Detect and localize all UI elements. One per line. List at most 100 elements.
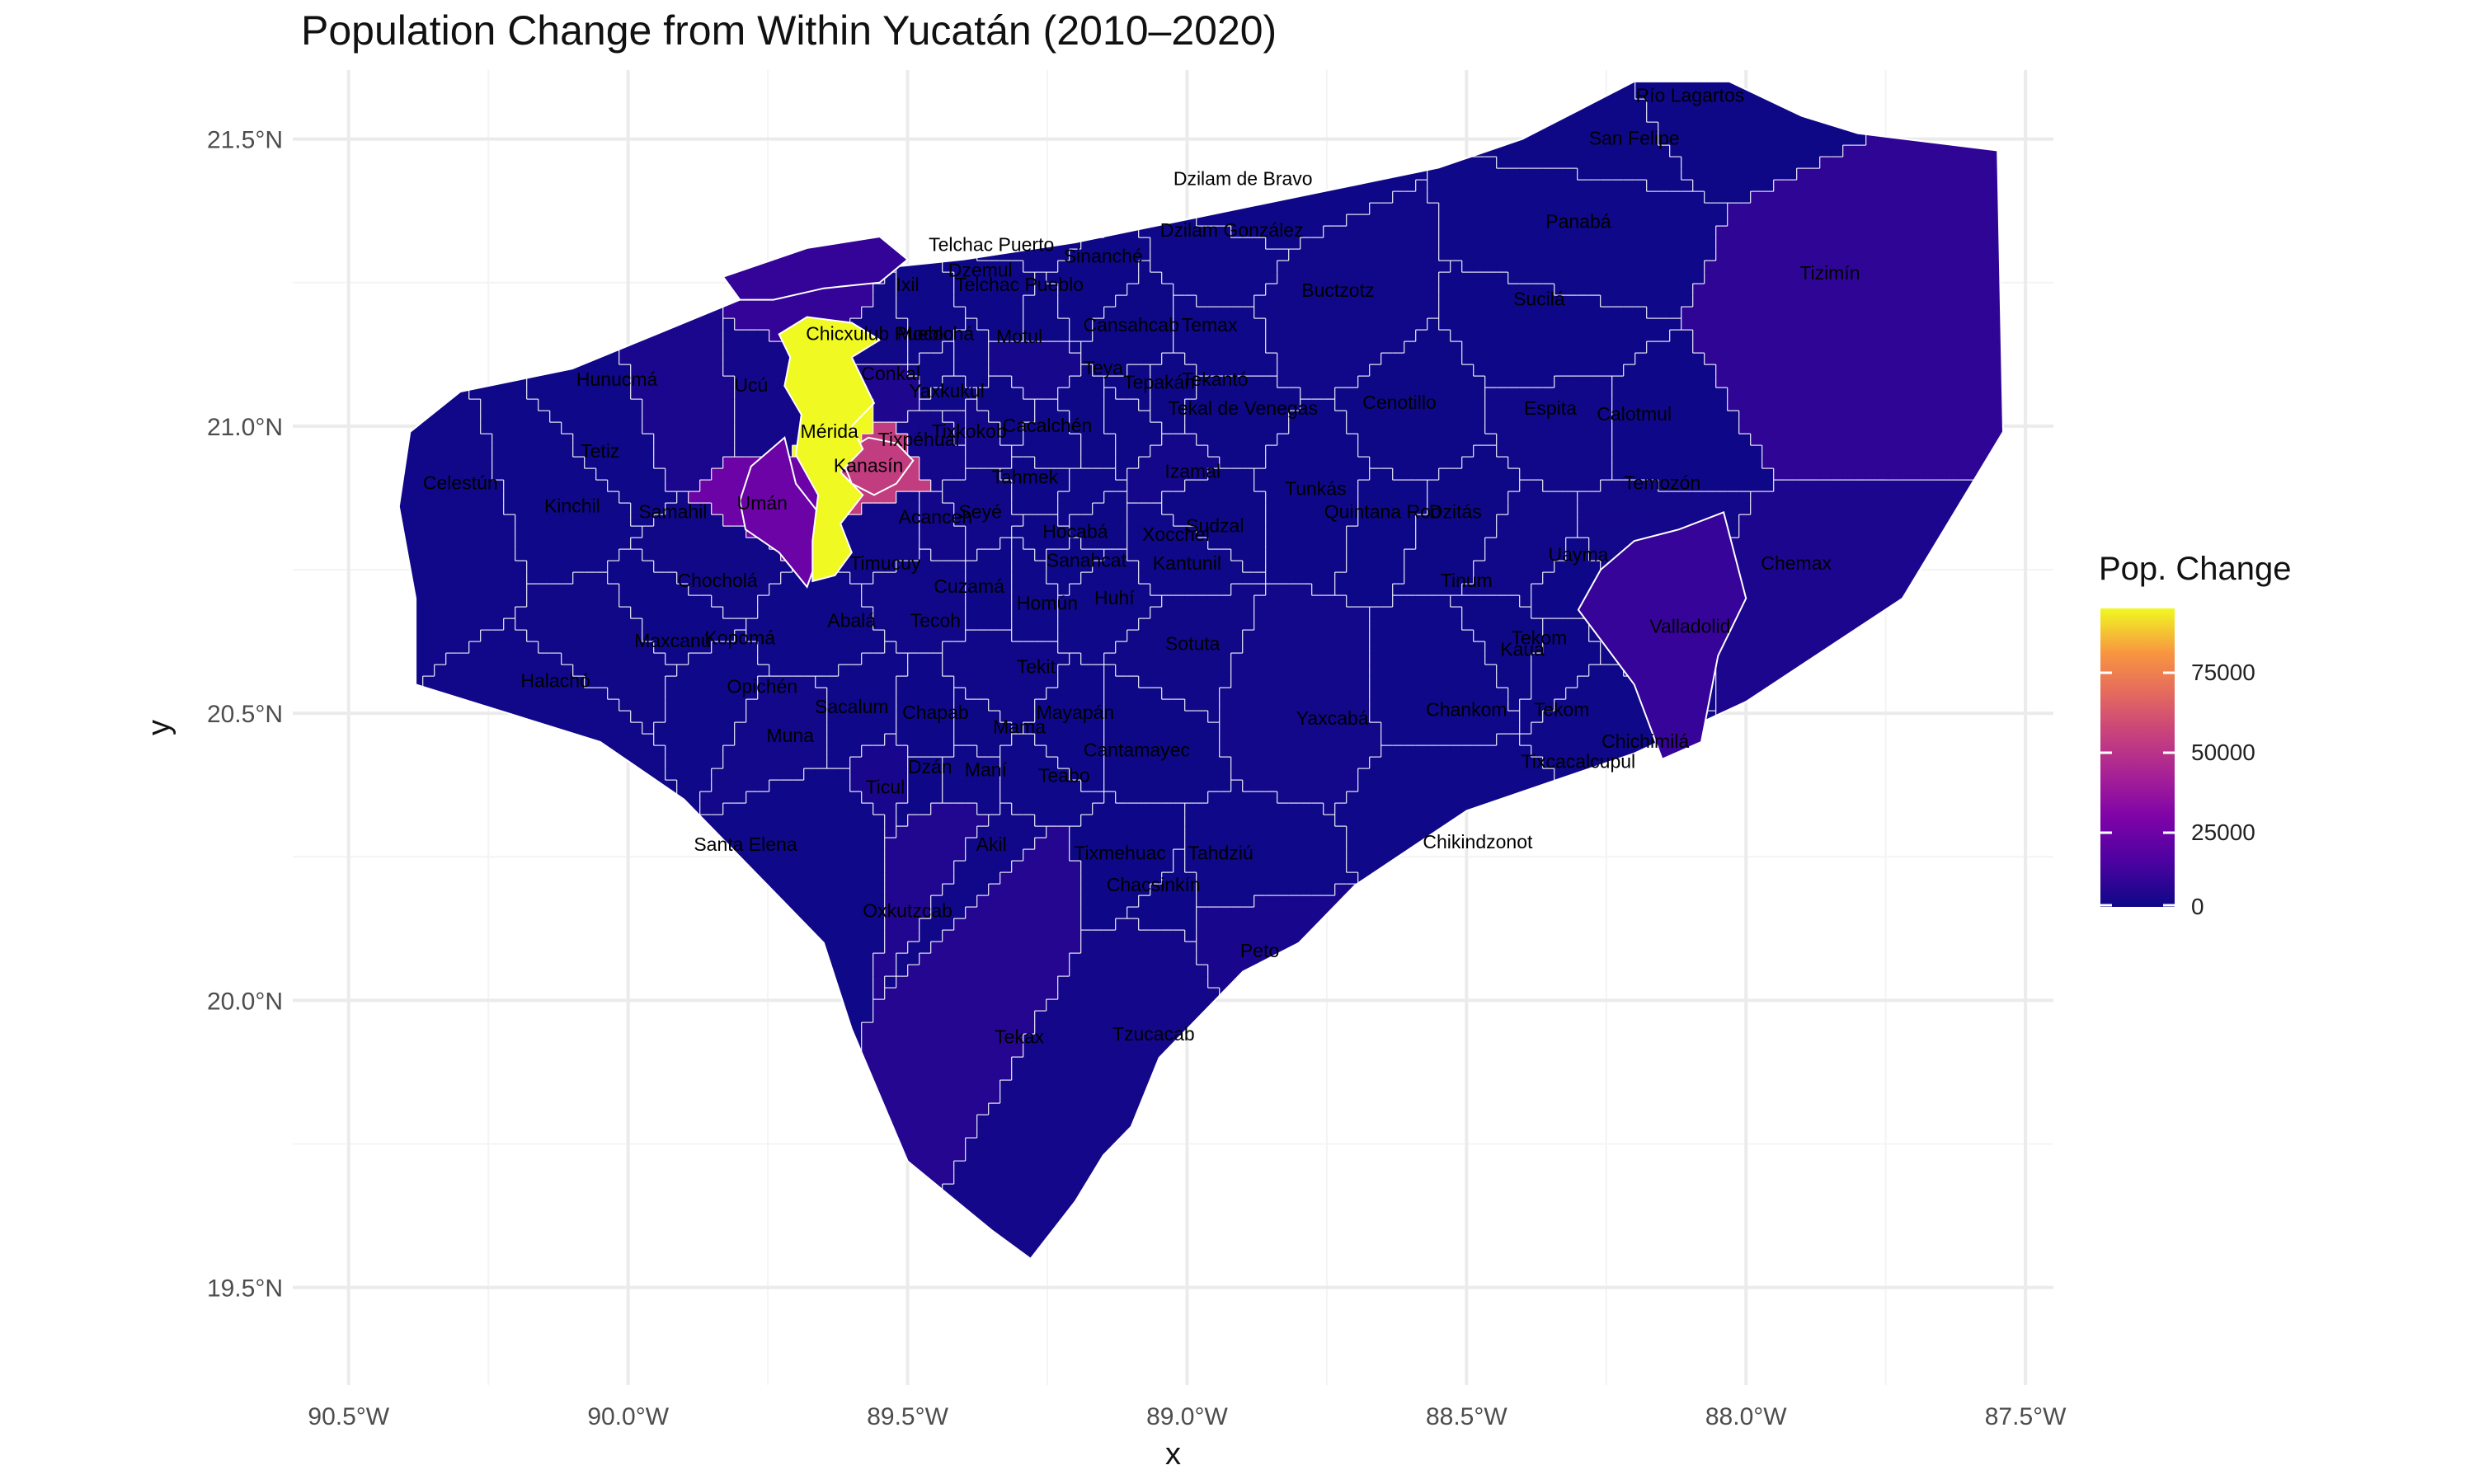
municipality-cell [503,295,516,308]
municipality-cell [1161,261,1174,273]
municipality-cell [492,168,505,181]
municipality-cell [1900,226,1913,238]
municipality-cell [780,203,793,215]
municipality-cell [1497,53,1509,65]
municipality-cell [1958,284,1971,296]
municipality-cell [1323,87,1336,100]
municipality-cell [1578,53,1590,65]
municipality-cell [1888,81,1902,88]
municipality-cell [492,330,505,342]
municipality-cell [1543,64,1555,77]
municipality-cell [688,110,701,123]
municipality-cell [1773,226,1786,238]
municipality-cell [1727,249,1740,261]
municipality-cell [1138,237,1151,250]
municipality-cell [861,364,874,377]
municipality-cell [1207,422,1221,434]
municipality-cell [1450,99,1463,111]
municipality-cell [1692,168,1705,181]
municipality-cell [872,87,886,100]
municipality-cell [607,422,620,434]
municipality-cell [1219,434,1232,446]
municipality-cell [1357,191,1371,204]
municipality-cell [745,145,759,157]
municipality-cell [1808,203,1821,215]
municipality-cell [1715,87,1729,100]
municipality-cell [942,261,955,273]
municipality-cell [711,226,724,238]
municipality-cell [1854,307,1867,319]
municipality-cell [1069,295,1082,308]
municipality-cell [1300,318,1313,331]
municipality-cell [1450,353,1463,365]
municipality-cell [1796,284,1809,296]
municipality-cell [468,295,482,308]
municipality-cell [1658,81,1671,88]
municipality-cell [942,318,955,331]
municipality-cell [1842,295,1856,308]
municipality-cell [1681,110,1694,123]
municipality-cell [1473,99,1486,111]
municipality-cell [1484,434,1498,446]
municipality-cell [1958,122,1971,134]
municipality-cell [515,203,528,215]
municipality-cell [1334,157,1348,169]
municipality-cell [515,53,528,65]
municipality-cell [1877,191,1890,204]
municipality-cell [561,203,574,215]
municipality-cell [1738,191,1752,204]
municipality-cell [665,411,678,423]
municipality-cell [1554,422,1567,434]
municipality-cell [699,249,713,261]
municipality-cell [884,157,897,169]
municipality-cell [1531,364,1544,377]
municipality-cell [1150,81,1163,88]
municipality-cell [1958,191,1971,204]
municipality-cell [1438,341,1451,354]
municipality-cell [595,399,609,411]
municipality-cell [1300,145,1313,157]
municipality-cell [1116,64,1128,77]
municipality-cell [757,376,770,388]
municipality-cell [1507,284,1521,296]
municipality-cell [1243,64,1255,77]
municipality-cell [1034,180,1047,192]
municipality-cell [1161,145,1174,157]
municipality-cell [1785,341,1798,354]
municipality-cell [792,226,805,238]
municipality-cell [930,168,943,181]
municipality-cell [2005,295,2017,308]
municipality-cell [1681,284,1694,296]
municipality-cell [1716,53,1729,65]
municipality-cell [1542,87,1555,100]
municipality-cell [468,110,482,123]
municipality-cell [561,307,574,319]
municipality-cell [1242,341,1255,354]
municipality-cell [469,64,482,77]
municipality-cell [411,99,424,111]
municipality-cell [595,422,609,434]
municipality-cell [1888,341,1902,354]
municipality-cell [1727,157,1740,169]
municipality-cell [1011,307,1024,319]
municipality-cell [1842,307,1856,319]
municipality-cell [1773,81,1786,88]
municipality-cell [1057,330,1070,342]
municipality-cell [942,376,955,388]
municipality-cell [1785,434,1798,446]
municipality-cell [457,110,470,123]
municipality-cell [1288,226,1301,238]
municipality-cell [1438,261,1451,273]
municipality-cell [1507,261,1521,273]
municipality-cell [1392,341,1405,354]
municipality-cell [607,307,620,319]
municipality-cell [549,157,562,169]
municipality-cell [1150,411,1163,423]
municipality-cell [1323,353,1336,365]
municipality-cell [1207,145,1221,157]
municipality-cell [815,180,828,192]
municipality-cell [1681,87,1694,100]
municipality-cell [1969,249,1982,261]
municipality-cell [1277,307,1290,319]
municipality-cell [538,237,551,250]
